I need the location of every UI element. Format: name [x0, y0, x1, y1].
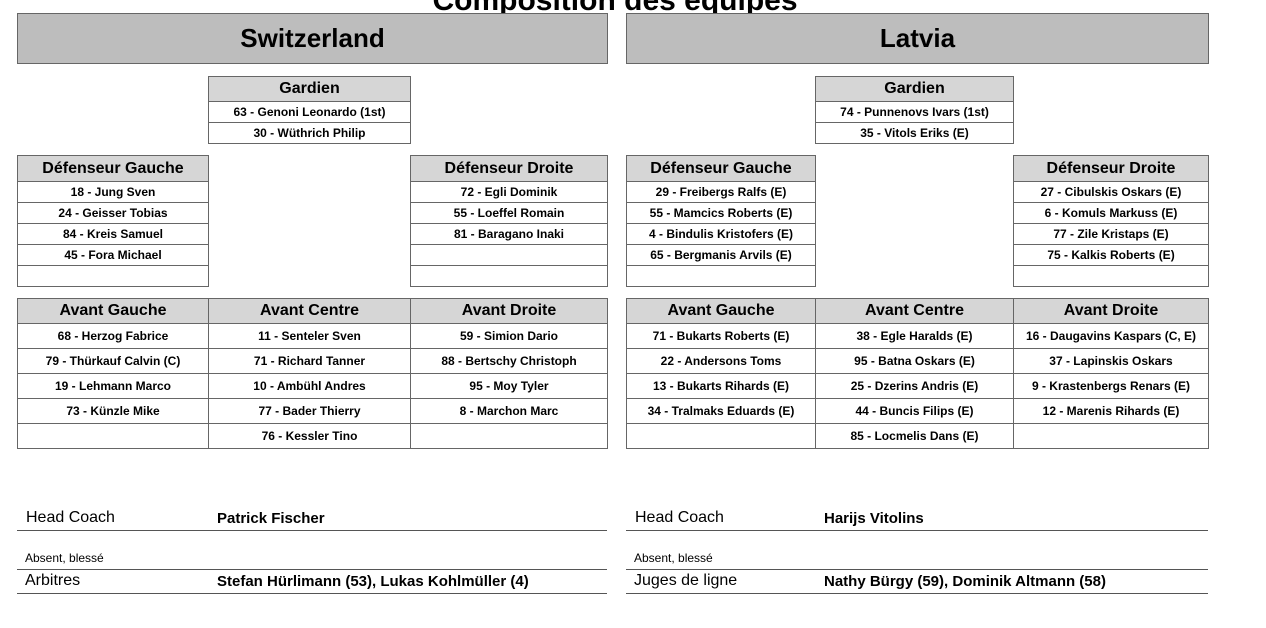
player-cell: 10 - Ambühl Andres	[208, 373, 411, 399]
coach-name: Harijs Vitolins	[824, 510, 924, 527]
player-cell: 45 - Fora Michael	[17, 244, 209, 266]
divider	[626, 593, 1208, 594]
player-cell: 76 - Kessler Tino	[208, 423, 411, 449]
player-cell: 85 - Locmelis Dans (E)	[815, 423, 1014, 449]
player-cell	[410, 244, 608, 266]
divider	[626, 569, 1208, 570]
player-cell: 68 - Herzog Fabrice	[17, 323, 209, 349]
player-cell: 95 - Batna Oskars (E)	[815, 348, 1014, 374]
player-cell: 16 - Daugavins Kaspars (C, E)	[1013, 323, 1209, 349]
player-cell: 19 - Lehmann Marco	[17, 373, 209, 399]
player-cell	[17, 265, 209, 287]
position-header: Gardien	[815, 76, 1014, 102]
player-cell: 6 - Komuls Markuss (E)	[1013, 202, 1209, 224]
player-cell	[1013, 265, 1209, 287]
player-cell: 27 - Cibulskis Oskars (E)	[1013, 181, 1209, 203]
player-cell: 29 - Freibergs Ralfs (E)	[626, 181, 816, 203]
player-cell: 75 - Kalkis Roberts (E)	[1013, 244, 1209, 266]
position-header: Gardien	[208, 76, 411, 102]
player-cell: 79 - Thürkauf Calvin (C)	[17, 348, 209, 374]
player-cell: 71 - Richard Tanner	[208, 348, 411, 374]
player-cell: 72 - Egli Dominik	[410, 181, 608, 203]
player-cell: 63 - Genoni Leonardo (1st)	[208, 101, 411, 123]
officials-names: Nathy Bürgy (59), Dominik Altmann (58)	[824, 573, 1106, 590]
player-cell: 71 - Bukarts Roberts (E)	[626, 323, 816, 349]
player-cell: 38 - Egle Haralds (E)	[815, 323, 1014, 349]
player-cell: 30 - Wüthrich Philip	[208, 122, 411, 144]
divider	[626, 530, 1208, 531]
position-header: Défenseur Droite	[410, 155, 608, 182]
player-cell: 44 - Buncis Filips (E)	[815, 398, 1014, 424]
position-header: Avant Centre	[208, 298, 411, 324]
player-cell: 73 - Künzle Mike	[17, 398, 209, 424]
player-cell: 13 - Bukarts Rihards (E)	[626, 373, 816, 399]
page-title: Composition des équipes	[432, 0, 798, 17]
player-cell: 34 - Tralmaks Eduards (E)	[626, 398, 816, 424]
position-header: Avant Gauche	[17, 298, 209, 324]
player-cell: 12 - Marenis Rihards (E)	[1013, 398, 1209, 424]
player-cell: 55 - Mamcics Roberts (E)	[626, 202, 816, 224]
position-header: Avant Gauche	[626, 298, 816, 324]
player-cell: 35 - Vitols Eriks (E)	[815, 122, 1014, 144]
team-name: Latvia	[626, 13, 1209, 64]
player-cell: 77 - Bader Thierry	[208, 398, 411, 424]
position-header: Défenseur Droite	[1013, 155, 1209, 182]
player-cell: 88 - Bertschy Christoph	[410, 348, 608, 374]
position-header: Avant Centre	[815, 298, 1014, 324]
player-cell	[17, 423, 209, 449]
position-header: Avant Droite	[1013, 298, 1209, 324]
player-cell: 59 - Simion Dario	[410, 323, 608, 349]
player-cell: 18 - Jung Sven	[17, 181, 209, 203]
position-header: Avant Droite	[410, 298, 608, 324]
player-cell: 81 - Baragano Inaki	[410, 223, 608, 245]
team-name: Switzerland	[17, 13, 608, 64]
officials-label: Juges de ligne	[634, 572, 738, 589]
player-cell	[410, 265, 608, 287]
player-cell: 37 - Lapinskis Oskars	[1013, 348, 1209, 374]
player-cell: 11 - Senteler Sven	[208, 323, 411, 349]
divider	[17, 593, 607, 594]
position-header: Défenseur Gauche	[626, 155, 816, 182]
coach-label: Head Coach	[26, 509, 115, 526]
coach-label: Head Coach	[635, 509, 724, 526]
player-cell: 95 - Moy Tyler	[410, 373, 608, 399]
player-cell: 55 - Loeffel Romain	[410, 202, 608, 224]
divider	[17, 569, 607, 570]
player-cell: 65 - Bergmanis Arvils (E)	[626, 244, 816, 266]
player-cell	[626, 423, 816, 449]
player-cell: 74 - Punnenovs Ivars (1st)	[815, 101, 1014, 123]
player-cell: 22 - Andersons Toms	[626, 348, 816, 374]
player-cell: 25 - Dzerins Andris (E)	[815, 373, 1014, 399]
absent-label: Absent, blessé	[25, 551, 104, 565]
officials-names: Stefan Hürlimann (53), Lukas Kohlmüller …	[217, 573, 529, 590]
position-header: Défenseur Gauche	[17, 155, 209, 182]
coach-name: Patrick Fischer	[217, 510, 325, 527]
player-cell: 4 - Bindulis Kristofers (E)	[626, 223, 816, 245]
player-cell	[626, 265, 816, 287]
absent-label: Absent, blessé	[634, 551, 713, 565]
player-cell	[410, 423, 608, 449]
player-cell: 84 - Kreis Samuel	[17, 223, 209, 245]
player-cell: 24 - Geisser Tobias	[17, 202, 209, 224]
player-cell	[1013, 423, 1209, 449]
officials-label: Arbitres	[25, 572, 81, 589]
player-cell: 77 - Zile Kristaps (E)	[1013, 223, 1209, 245]
divider	[17, 530, 607, 531]
player-cell: 8 - Marchon Marc	[410, 398, 608, 424]
player-cell: 9 - Krastenbergs Renars (E)	[1013, 373, 1209, 399]
